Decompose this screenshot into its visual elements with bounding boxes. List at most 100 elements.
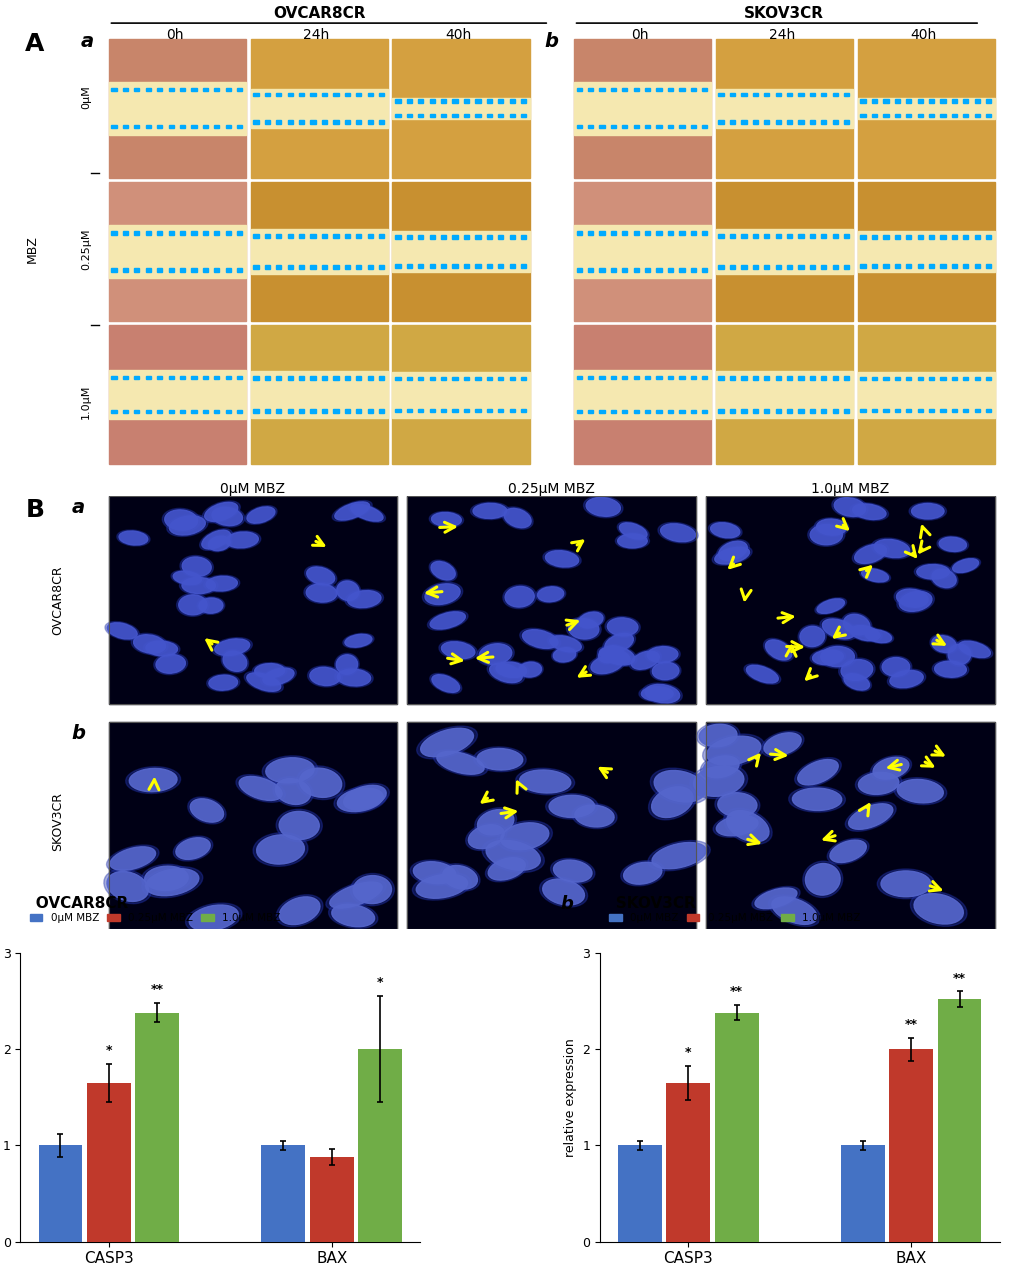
Ellipse shape <box>542 879 584 905</box>
Ellipse shape <box>650 661 681 682</box>
Bar <box>610 376 615 379</box>
Bar <box>940 376 945 380</box>
Bar <box>486 409 491 413</box>
Ellipse shape <box>337 788 383 812</box>
Ellipse shape <box>489 664 522 683</box>
Bar <box>844 265 849 269</box>
Bar <box>715 371 852 418</box>
Ellipse shape <box>262 756 317 784</box>
Bar <box>717 120 722 124</box>
Text: OVCAR8CR: OVCAR8CR <box>272 6 365 20</box>
Ellipse shape <box>252 663 286 679</box>
Ellipse shape <box>621 860 664 886</box>
Bar <box>787 234 792 238</box>
Bar <box>832 234 837 238</box>
Bar <box>265 376 270 380</box>
Ellipse shape <box>486 840 540 870</box>
Bar <box>452 234 458 238</box>
Bar <box>940 409 945 413</box>
Bar <box>809 409 814 413</box>
Bar <box>251 39 387 177</box>
Ellipse shape <box>413 862 455 883</box>
Bar <box>344 409 350 413</box>
Ellipse shape <box>718 541 747 560</box>
Bar <box>985 234 990 238</box>
Bar <box>860 114 865 118</box>
Bar <box>633 376 638 379</box>
Bar <box>717 409 722 413</box>
Bar <box>905 264 910 267</box>
Bar <box>730 92 735 96</box>
Bar <box>644 269 649 271</box>
Bar <box>392 231 529 272</box>
Bar <box>809 265 814 269</box>
Ellipse shape <box>604 647 634 665</box>
Ellipse shape <box>873 540 909 557</box>
Bar <box>622 125 627 128</box>
Ellipse shape <box>542 550 581 569</box>
Bar <box>310 265 315 269</box>
Bar <box>576 269 581 271</box>
Bar <box>265 265 270 269</box>
Bar <box>633 87 638 91</box>
Bar <box>497 264 502 267</box>
Bar <box>392 182 529 321</box>
Bar <box>633 409 638 413</box>
Ellipse shape <box>887 669 925 689</box>
Bar <box>299 376 304 380</box>
Bar <box>379 409 384 413</box>
Bar <box>717 376 722 380</box>
Bar <box>203 125 208 128</box>
Bar <box>358 1049 401 1242</box>
Ellipse shape <box>247 507 275 523</box>
Ellipse shape <box>131 634 168 655</box>
Bar <box>203 409 208 413</box>
Bar <box>108 497 397 704</box>
Bar <box>192 87 197 91</box>
Bar <box>392 98 529 119</box>
Bar <box>299 234 304 238</box>
Ellipse shape <box>535 585 566 603</box>
Bar <box>322 92 327 96</box>
Bar <box>928 114 933 118</box>
Bar <box>985 114 990 118</box>
Ellipse shape <box>545 551 578 568</box>
Ellipse shape <box>470 502 508 519</box>
Text: OVCAR8CR: OVCAR8CR <box>51 565 64 635</box>
Ellipse shape <box>337 669 370 685</box>
Ellipse shape <box>716 540 749 561</box>
Ellipse shape <box>698 725 737 746</box>
Bar <box>146 376 151 379</box>
Bar <box>730 120 735 124</box>
Bar <box>510 376 515 380</box>
Ellipse shape <box>410 860 459 886</box>
Ellipse shape <box>431 561 454 580</box>
Bar <box>587 409 592 413</box>
Ellipse shape <box>501 507 533 530</box>
Bar <box>787 265 792 269</box>
Bar <box>610 269 615 271</box>
Ellipse shape <box>235 774 285 802</box>
Bar <box>763 120 768 124</box>
Text: b: b <box>71 723 86 742</box>
Ellipse shape <box>809 649 845 665</box>
Ellipse shape <box>266 758 314 783</box>
Ellipse shape <box>257 835 304 864</box>
Bar <box>679 87 684 91</box>
Bar <box>276 409 281 413</box>
Ellipse shape <box>417 726 477 759</box>
Ellipse shape <box>619 523 646 540</box>
Bar <box>236 87 242 91</box>
Bar <box>192 376 197 379</box>
Bar <box>168 125 173 128</box>
Ellipse shape <box>306 584 336 602</box>
Ellipse shape <box>202 530 230 549</box>
Bar <box>157 87 162 91</box>
Bar <box>905 376 910 380</box>
Text: 0.25μM MBZ: 0.25μM MBZ <box>507 483 594 497</box>
Bar <box>395 114 400 118</box>
Bar <box>644 231 649 234</box>
Ellipse shape <box>207 674 239 692</box>
Bar <box>310 92 315 96</box>
Bar <box>475 376 480 380</box>
